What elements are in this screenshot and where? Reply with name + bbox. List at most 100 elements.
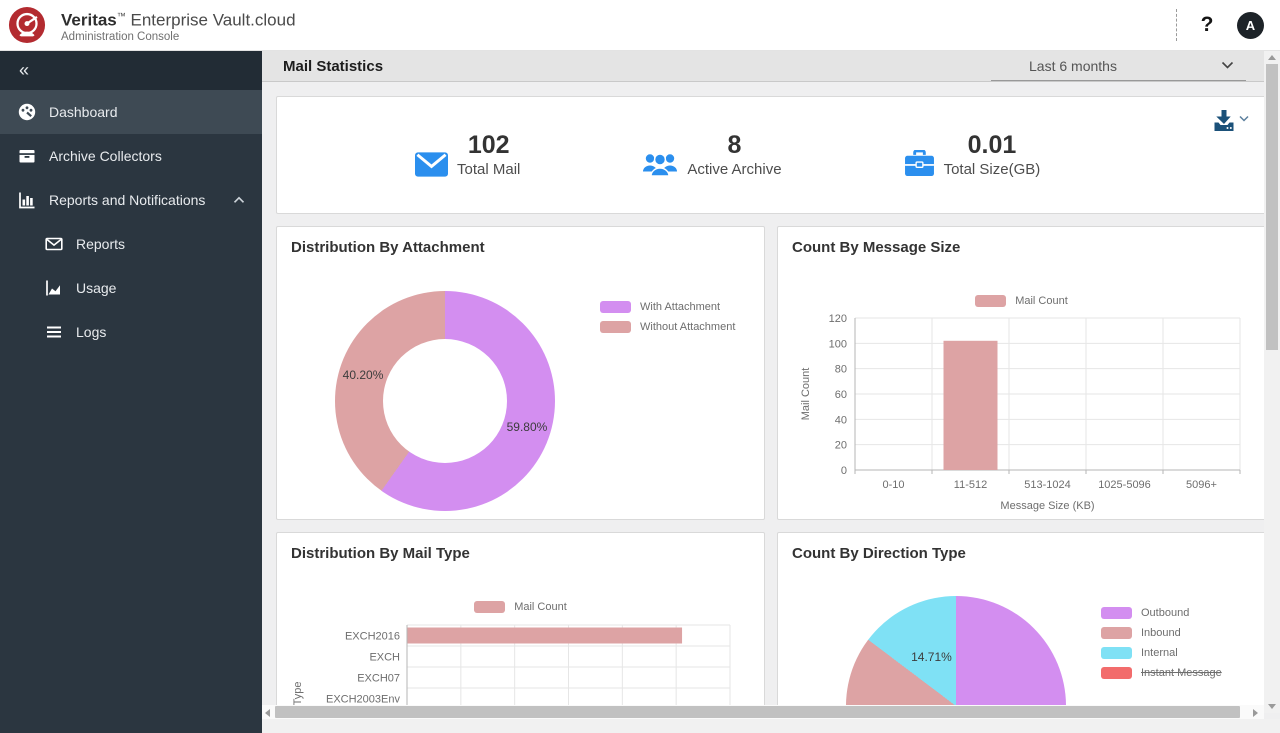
bar-chart: 0 20 40 60 80 100 120 0-10 11-512 513-1024 1025-50… <box>800 313 1241 512</box>
mail-icon <box>415 151 448 177</box>
vertical-scrollbar[interactable] <box>1264 51 1280 713</box>
chart-card-count-by-message-size: Count By Message Size Mail Count 0 20 40 60 8… <box>777 226 1266 520</box>
help-button[interactable]: ? <box>1181 12 1233 38</box>
svg-text:0-10: 0-10 <box>882 479 904 491</box>
stat-label: Active Archive <box>687 161 782 179</box>
sidebar-nav: Dashboard Archive Collectors Reports and N… <box>0 90 262 354</box>
stat-active-archive: 8 Active Archive <box>642 130 782 179</box>
chart-card-distribution-by-mail-type: Distribution By Mail Type Mail Count EXCH… <box>276 532 765 705</box>
svg-text:0: 0 <box>841 465 847 477</box>
sidebar-item-label: Usage <box>76 280 117 296</box>
legend-item[interactable]: Internal <box>1101 643 1222 663</box>
svg-text:1025-5096: 1025-5096 <box>1098 479 1151 491</box>
page-toolbar: Mail Statistics Last 6 months <box>262 51 1280 82</box>
legend-label: Mail Count <box>1015 295 1068 307</box>
legend-item[interactable]: With Attachment <box>600 297 735 317</box>
chart-card-distribution-by-attachment: Distribution By Attachment 59.80% 40.20% W… <box>276 226 765 520</box>
slice-label: 40.20% <box>342 367 384 382</box>
sidebar-item-label: Reports <box>76 236 126 252</box>
svg-text:EXCH07: EXCH07 <box>357 673 400 685</box>
avatar[interactable]: A <box>1237 11 1264 39</box>
sidebar-item-logs[interactable]: Logs <box>0 310 262 354</box>
slice-label: 14.71% <box>911 649 952 664</box>
sidebar-item-label: Logs <box>76 324 107 340</box>
stat-total-size: 0.01 Total Size(GB) <box>904 130 1041 179</box>
legend-label: Instant Message <box>1141 667 1222 679</box>
legend-item[interactable]: Outbound <box>1101 603 1222 623</box>
download-button[interactable] <box>1212 110 1249 135</box>
app-body: « Dashboard Archive Collectors Reports and… <box>0 51 1280 733</box>
legend-label: Mail Count <box>514 601 567 613</box>
stat-label: Total Mail <box>457 161 521 179</box>
legend-swatch <box>600 321 631 333</box>
scroll-up-arrow[interactable] <box>1268 55 1276 60</box>
svg-text:Mail Type: Mail Type <box>292 682 304 705</box>
sidebar-collapse-button[interactable]: « <box>0 51 262 90</box>
brand-block: Veritas™ Enterprise Vault.cloud Administ… <box>61 7 296 43</box>
svg-text:11-512: 11-512 <box>954 479 987 491</box>
svg-text:EXCH2003Env: EXCH2003Env <box>326 694 400 706</box>
chart-legend[interactable]: Mail Count <box>277 601 764 613</box>
stat-value: 0.01 <box>967 130 1017 159</box>
scroll-down-arrow[interactable] <box>1268 704 1276 709</box>
date-range-select[interactable]: Last 6 months <box>991 51 1246 81</box>
legend-label: Inbound <box>1141 627 1181 639</box>
pie-chart: 14.71% <box>846 596 1066 705</box>
chevron-down-icon <box>1221 61 1234 70</box>
stat-label: Total Size(GB) <box>943 161 1041 179</box>
scroll-right-arrow[interactable] <box>1253 709 1258 717</box>
chart-legend[interactable]: Mail Count <box>778 295 1265 307</box>
scroll-left-arrow[interactable] <box>265 709 270 717</box>
chart-legend: Outbound Inbound Internal Instant Message <box>1101 603 1222 683</box>
svg-text:513-1024: 513-1024 <box>1024 479 1071 491</box>
legend-swatch <box>1101 667 1132 679</box>
list-icon <box>45 323 63 341</box>
chart-title: Distribution By Attachment <box>291 239 485 256</box>
chevron-down-icon <box>1239 110 1249 125</box>
stat-value: 8 <box>727 130 742 159</box>
svg-text:120: 120 <box>829 313 847 325</box>
envelope-icon <box>45 235 63 253</box>
legend-label: With Attachment <box>640 301 721 313</box>
horizontal-scrollbar-thumb[interactable] <box>275 706 1240 718</box>
legend-item[interactable]: Inbound <box>1101 623 1222 643</box>
sidebar-item-reports-and-notifications[interactable]: Reports and Notifications <box>0 178 262 222</box>
users-icon <box>642 150 678 177</box>
horizontal-scrollbar[interactable] <box>262 705 1264 719</box>
svg-text:60: 60 <box>835 389 847 401</box>
stat-total-mail: 102 Total Mail <box>415 132 520 178</box>
sidebar-item-label: Reports and Notifications <box>49 192 206 208</box>
slice-label: 59.80% <box>506 420 548 435</box>
download-icon <box>1212 110 1236 135</box>
svg-text:5096+: 5096+ <box>1186 479 1217 491</box>
legend-swatch <box>600 301 631 313</box>
chart-legend: With Attachment Without Attachment <box>600 297 735 337</box>
header-divider <box>1176 9 1177 41</box>
legend-swatch <box>1101 647 1132 659</box>
chart-title: Count By Message Size <box>792 239 961 256</box>
sidebar-item-usage[interactable]: Usage <box>0 266 262 310</box>
legend-swatch <box>1101 607 1132 619</box>
archive-icon <box>18 147 36 165</box>
sidebar-item-label: Dashboard <box>49 104 118 120</box>
sidebar-item-reports[interactable]: Reports <box>0 222 262 266</box>
stat-value: 102 <box>467 130 510 159</box>
dashboard-content: 102 Total Mail <box>262 82 1280 705</box>
svg-text:100: 100 <box>829 338 847 350</box>
legend-item[interactable]: Instant Message <box>1101 663 1222 683</box>
legend-item[interactable]: Without Attachment <box>600 317 735 337</box>
sidebar: « Dashboard Archive Collectors Reports and… <box>0 51 262 733</box>
svg-text:Message Size (KB): Message Size (KB) <box>1000 500 1094 512</box>
trademark: ™ <box>116 11 126 22</box>
sidebar-item-dashboard[interactable]: Dashboard <box>0 90 262 134</box>
vertical-scrollbar-thumb[interactable] <box>1266 64 1278 350</box>
svg-text:80: 80 <box>835 364 847 376</box>
main-area: Mail Statistics Last 6 months <box>262 51 1280 733</box>
sidebar-item-archive-collectors[interactable]: Archive Collectors <box>0 134 262 178</box>
donut-hole <box>383 339 507 463</box>
brand-name: Veritas <box>61 10 117 30</box>
app-title: Veritas™ Enterprise Vault.cloud <box>61 7 296 30</box>
chart-card-count-by-direction-type: Count By Direction Type 14.71% Outbound In… <box>777 532 1266 705</box>
legend-swatch <box>975 295 1007 307</box>
